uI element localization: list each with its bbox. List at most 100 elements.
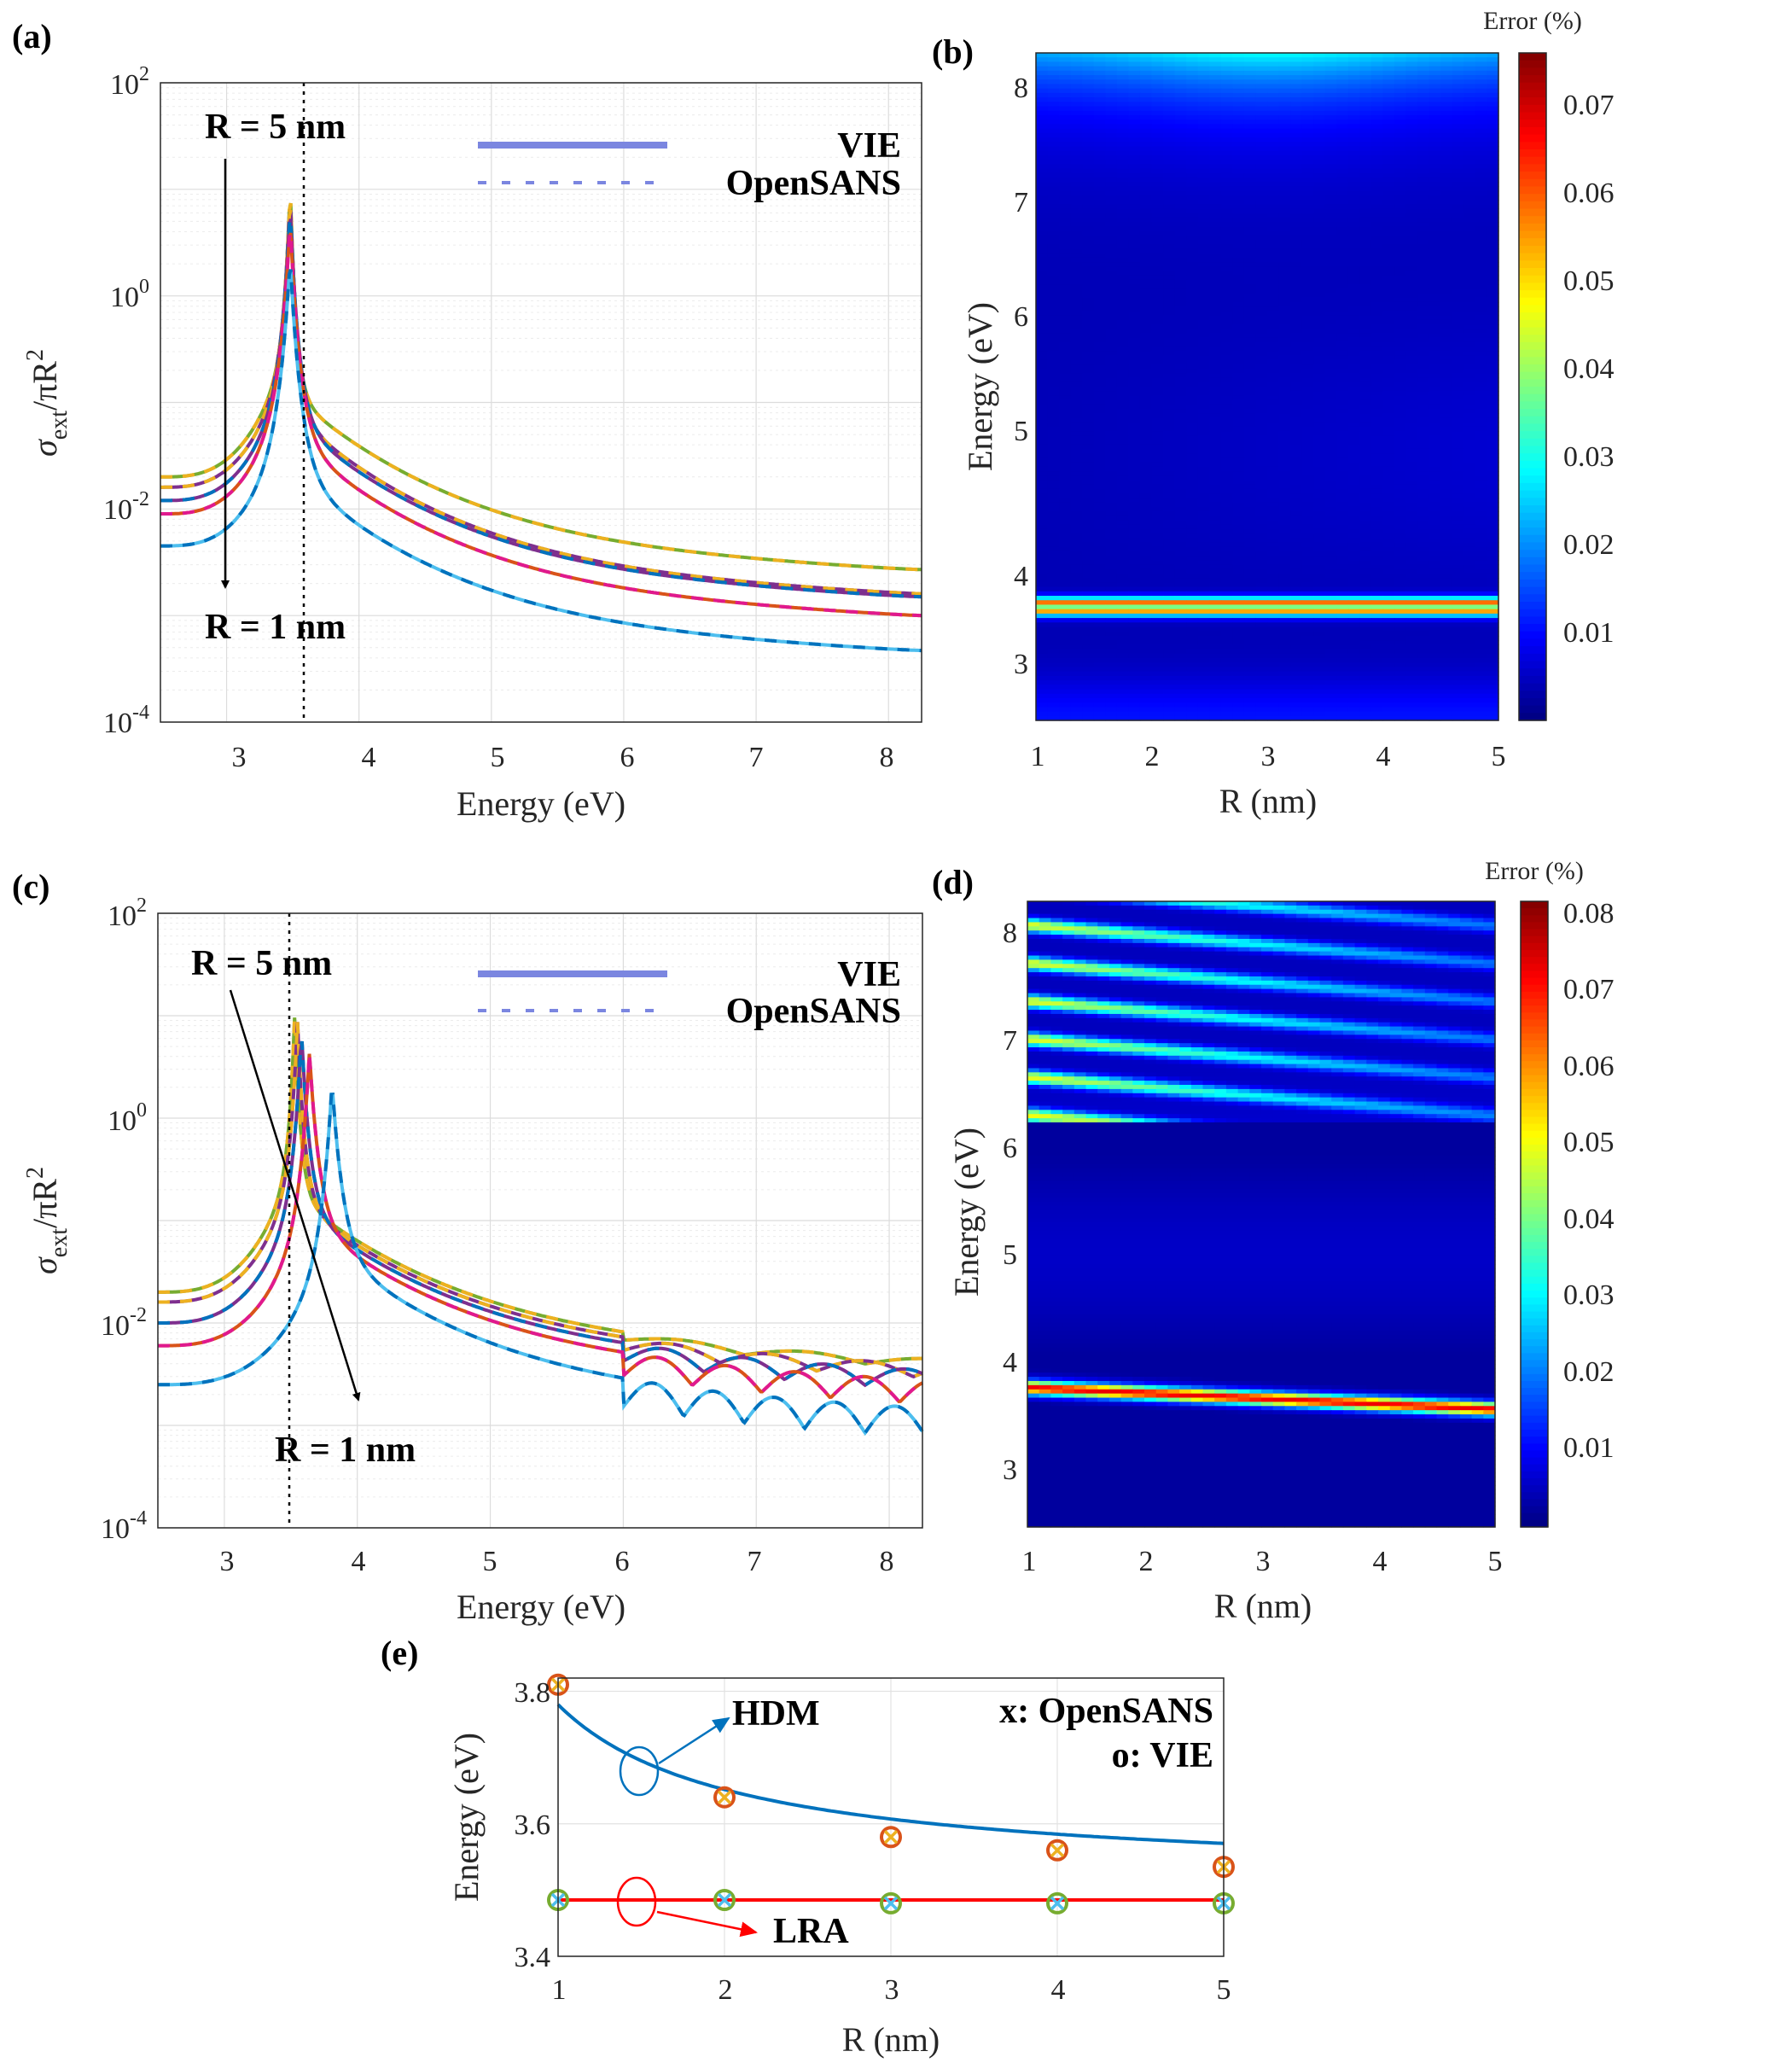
heat-cell-b: [1186, 150, 1199, 156]
heat-cell-b: [1267, 351, 1280, 357]
heat-cell-b: [1243, 373, 1257, 379]
heat-cell-b: [1093, 546, 1106, 552]
heat-cell-b: [1174, 124, 1187, 130]
heat-cell-b: [1452, 119, 1464, 125]
heat-cell-b: [1324, 244, 1337, 249]
heat-cell-b: [1336, 480, 1349, 486]
heat-cell-b: [1093, 369, 1106, 374]
heat-cell-b: [1059, 426, 1072, 432]
heat-cell-b: [1487, 528, 1499, 534]
heat-cell-b: [1382, 324, 1395, 329]
heat-cell-b: [1197, 137, 1210, 143]
heat-cell-b: [1197, 190, 1210, 196]
heat-cell-b: [1394, 142, 1407, 148]
heat-cell-b: [1336, 546, 1349, 552]
heat-cell-b: [1082, 297, 1095, 303]
heat-cell-b: [1082, 266, 1095, 272]
heat-cell-b: [1186, 288, 1199, 294]
heat-cell-b: [1209, 417, 1222, 423]
heat-cell-b: [1370, 440, 1384, 446]
heat-cell-b: [1047, 235, 1060, 241]
heat-cell-b: [1428, 582, 1441, 588]
heat-cell-b: [1324, 462, 1337, 468]
heat-cell-b: [1105, 293, 1118, 299]
heat-cell-b: [1382, 271, 1395, 277]
heat-cell-b: [1255, 488, 1268, 494]
heat-cell-b: [1059, 341, 1072, 347]
heat-cell-b: [1255, 226, 1268, 232]
heat-cell-b: [1394, 431, 1407, 436]
heat-cell-b: [1487, 257, 1499, 263]
heat-cell-b: [1116, 132, 1129, 138]
heat-cell-b: [1036, 213, 1049, 219]
heat-cell-b: [1197, 168, 1210, 174]
heat-cell-b: [1278, 119, 1291, 125]
heat-cell-b: [1394, 591, 1407, 597]
heat-cell-b: [1405, 471, 1418, 476]
heat-cell-b: [1243, 57, 1257, 63]
heat-cell-b: [1487, 239, 1499, 245]
heat-cell-b: [1151, 573, 1164, 579]
heat-cell-b: [1128, 75, 1141, 80]
heat-cell-b: [1093, 271, 1106, 277]
heat-cell-b: [1382, 262, 1395, 267]
heat-cell-b: [1174, 413, 1187, 419]
heat-cell-b: [1151, 311, 1164, 317]
heat-cell-b: [1036, 297, 1049, 303]
heat-cell-b: [1405, 582, 1418, 588]
heat-cell-b: [1128, 382, 1141, 388]
heat-cell-b: [1347, 466, 1360, 472]
heat-cell-b: [1440, 369, 1453, 374]
heat-cell-b: [1232, 466, 1245, 472]
heat-cell-b: [1313, 61, 1326, 67]
heat-cell-b: [1417, 146, 1430, 152]
heat-cell-b: [1463, 373, 1476, 379]
heat-cell-b: [1487, 355, 1499, 361]
heat-cell-b: [1232, 351, 1245, 357]
heat-cell-b: [1070, 92, 1083, 98]
heat-cell-b: [1186, 409, 1199, 414]
heat-cell-b: [1197, 524, 1210, 530]
heat-cell-b: [1487, 440, 1499, 446]
heat-cell-b: [1151, 137, 1164, 143]
heat-cell-b: [1382, 284, 1395, 289]
heat-cell-b: [1220, 235, 1233, 241]
heat-cell-b: [1301, 347, 1314, 352]
heat-cell-b: [1336, 128, 1349, 134]
heat-cell-b: [1116, 520, 1129, 526]
heat-cell-b: [1036, 160, 1049, 165]
heat-cell-b: [1394, 119, 1407, 125]
heat-cell-b: [1093, 404, 1106, 410]
heat-cell-b: [1082, 217, 1095, 223]
heat-cell-b: [1440, 382, 1453, 388]
heat-cell-b: [1255, 324, 1268, 329]
heat-cell-b: [1255, 244, 1268, 249]
heat-cell-b: [1394, 124, 1407, 130]
heat-cell-b: [1463, 168, 1476, 174]
heat-cell-b: [1163, 422, 1176, 428]
heat-cell-b: [1105, 502, 1118, 508]
heat-cell-b: [1370, 137, 1384, 143]
heat-cell-b: [1487, 564, 1499, 570]
heat-cell-b: [1417, 137, 1430, 143]
heat-cell-b: [1128, 364, 1141, 370]
heat-cell-b: [1428, 586, 1441, 592]
heat-cell-b: [1209, 355, 1222, 361]
heat-cell-b: [1255, 395, 1268, 401]
heat-cell-b: [1105, 311, 1118, 317]
heat-cell-b: [1243, 275, 1257, 281]
heat-cell-b: [1047, 546, 1060, 552]
heat-cell-b: [1151, 119, 1164, 125]
heat-cell-b: [1105, 538, 1118, 544]
heat-cell-b: [1336, 53, 1349, 58]
heat-cell-b: [1197, 510, 1210, 516]
heat-cell-b: [1243, 92, 1257, 98]
heat-cell-b: [1394, 347, 1407, 352]
heat-cell-b: [1347, 524, 1360, 530]
heat-cell-b: [1059, 306, 1072, 312]
heat-cell-b: [1232, 347, 1245, 352]
heat-cell-b: [1139, 88, 1153, 94]
heat-cell-b: [1139, 257, 1153, 263]
heat-cell-b: [1197, 311, 1210, 317]
heat-cell-b: [1082, 132, 1095, 138]
